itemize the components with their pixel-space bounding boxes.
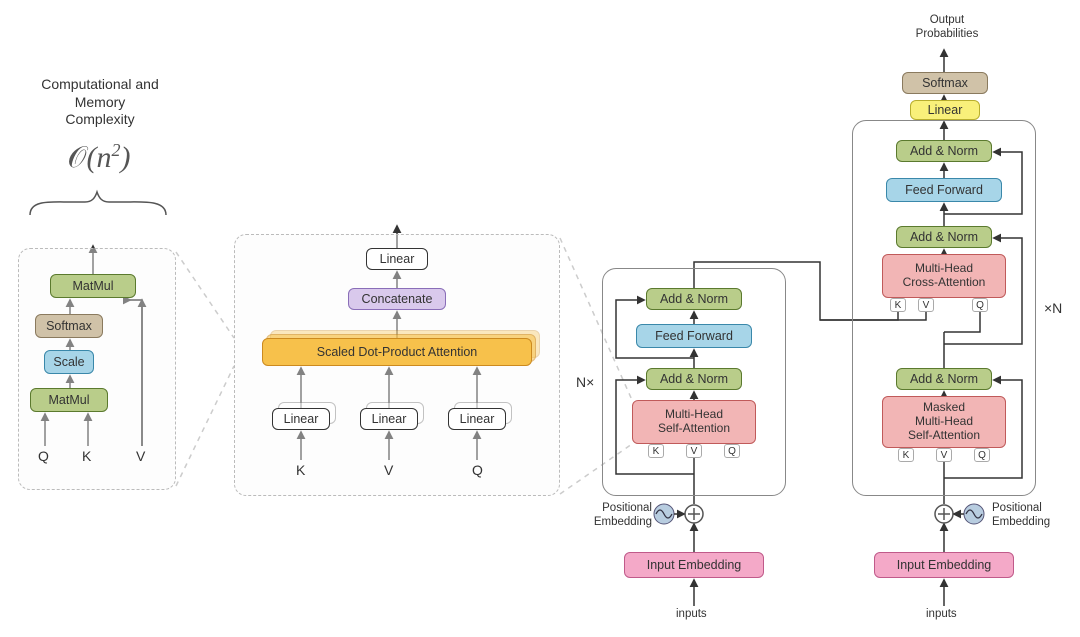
nx-decoder: ×N — [1044, 300, 1062, 316]
p2_lin_k: Linear — [272, 408, 330, 430]
dec_mhca: Multi-Head Cross-Attention — [882, 254, 1006, 298]
p2_sdpa: Scaled Dot-Product Attention — [262, 338, 532, 366]
dec-msa-v: V — [936, 448, 952, 462]
enc_ff: Feed Forward — [636, 324, 752, 348]
dec_addnorm2: Add & Norm — [896, 226, 992, 248]
enc-k: K — [648, 444, 664, 458]
qkv-panel1-k: K — [82, 448, 91, 464]
kvq-panel2-v: V — [384, 462, 393, 478]
dec-msa-k: K — [898, 448, 914, 462]
p1_softmax: Softmax — [35, 314, 103, 338]
inputs-enc: inputs — [676, 608, 707, 620]
enc_mhsa: Multi-Head Self-Attention — [632, 400, 756, 444]
dec_linear: Linear — [910, 100, 980, 120]
p1_matmul_top: MatMul — [50, 274, 136, 298]
complexity-formula: 𝒪(n2) — [34, 140, 164, 175]
enc-q: Q — [724, 444, 740, 458]
enc_addnorm2: Add & Norm — [646, 288, 742, 310]
qkv-panel1-v: V — [136, 448, 145, 464]
dec_ff: Feed Forward — [886, 178, 1002, 202]
dec-mha-v: V — [918, 298, 934, 312]
p1_matmul_bot: MatMul — [30, 388, 108, 412]
dec_addnorm3: Add & Norm — [896, 140, 992, 162]
p2_lin_v: Linear — [360, 408, 418, 430]
inputs-dec: inputs — [926, 608, 957, 620]
dec-mha-k: K — [890, 298, 906, 312]
kvq-panel2-q: Q — [472, 462, 483, 478]
p1_scale: Scale — [44, 350, 94, 374]
qkv-panel1-q: Q — [38, 448, 49, 464]
pos-emb-dec: Positional Embedding — [992, 502, 1064, 530]
enc_input_emb: Input Embedding — [624, 552, 764, 578]
output-prob: Output Probabilities — [904, 14, 990, 42]
complexity-title: Computational and Memory Complexity — [40, 76, 160, 129]
dec-msa-q: Q — [974, 448, 990, 462]
p2_linear_top: Linear — [366, 248, 428, 270]
dec_softmax: Softmax — [902, 72, 988, 94]
dec_addnorm1: Add & Norm — [896, 368, 992, 390]
dec-mha-q: Q — [972, 298, 988, 312]
nx-encoder: N× — [576, 374, 594, 390]
enc-v: V — [686, 444, 702, 458]
enc_addnorm1: Add & Norm — [646, 368, 742, 390]
pos-emb-enc: Positional Embedding — [580, 502, 652, 530]
kvq-panel2-k: K — [296, 462, 305, 478]
p2_lin_q: Linear — [448, 408, 506, 430]
p2_concat: Concatenate — [348, 288, 446, 310]
dec_input_emb: Input Embedding — [874, 552, 1014, 578]
dec_mmhsa: Masked Multi-Head Self-Attention — [882, 396, 1006, 448]
